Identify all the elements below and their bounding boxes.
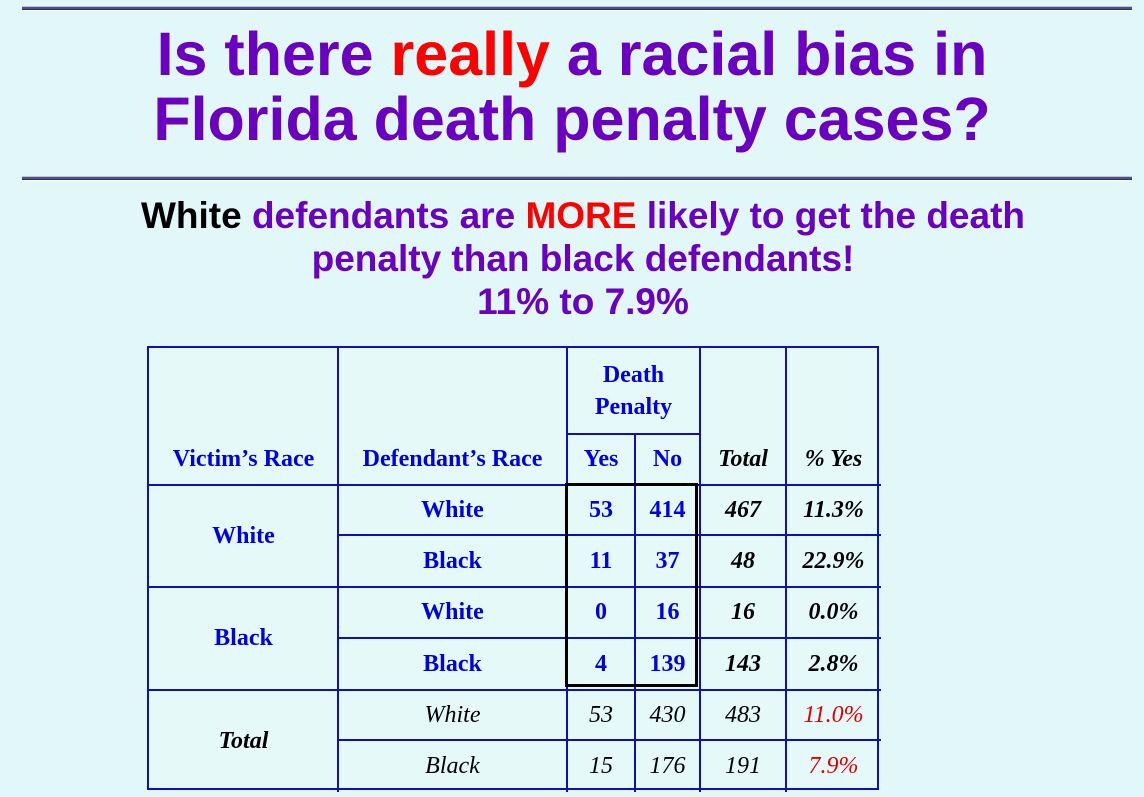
defendant-race-label: Black (423, 650, 482, 677)
subtitle-more: MORE (525, 195, 637, 236)
defendant-race-label: White (421, 496, 484, 523)
yes-count: 11 (589, 547, 613, 574)
subtitle-part1: defendants are (241, 195, 526, 236)
pct-yes-value: 2.8% (808, 650, 859, 677)
title-line2: Florida death penalty cases? (153, 85, 991, 153)
subtitle: White defendants are MORE likely to get … (0, 194, 1144, 323)
row-total: 48 (731, 547, 755, 574)
subtitle-part2: likely to get the death (636, 195, 1026, 236)
highlight-box (565, 483, 698, 687)
no-count: 139 (649, 650, 686, 677)
row-total: 467 (725, 496, 761, 523)
table-vline (634, 434, 636, 792)
data-table: Victim’s Race Defendant’s Race Death Penal… (147, 346, 881, 792)
header-defendants-race: Defendant’s Race (362, 446, 543, 472)
table-vline (337, 348, 339, 792)
yes-count: 4 (595, 650, 607, 677)
yes-count: 53 (589, 496, 613, 523)
defendant-race-label: Black (423, 547, 482, 574)
pct-yes-value: 11.0% (803, 701, 864, 728)
header-yes: Yes (583, 446, 619, 472)
no-count: 414 (649, 496, 686, 523)
table-hline (149, 484, 881, 486)
defendant-race-label: Black (425, 752, 480, 779)
subtitle-line3: 11% to 7.9% (477, 281, 689, 322)
row-total: 143 (725, 650, 761, 677)
pct-yes-value: 0.0% (808, 599, 859, 625)
victim-race-label: Black (214, 625, 273, 651)
header-victims-race: Victim’s Race (172, 446, 315, 472)
victim-race-label: Total (218, 727, 269, 754)
defendant-race-label: White (424, 701, 481, 728)
no-count: 176 (649, 752, 686, 779)
table-hline (149, 586, 881, 588)
table-hline (338, 534, 881, 536)
slide-title: Is there really a racial bias in Florida… (0, 22, 1144, 152)
header-no: No (652, 446, 683, 472)
table-vline (785, 348, 787, 792)
row-total: 16 (731, 599, 755, 625)
yes-count: 15 (589, 752, 613, 779)
yes-count: 53 (589, 701, 613, 728)
pct-yes-value: 22.9% (802, 547, 865, 574)
bottom-rule (22, 176, 1132, 181)
no-count: 16 (655, 599, 680, 625)
title-line1-pre: Is there (156, 20, 391, 88)
defendant-race-label: White (421, 599, 484, 625)
subtitle-white: White (140, 195, 242, 236)
header-total: Total (718, 446, 768, 472)
no-count: 37 (655, 547, 680, 574)
no-count: 430 (649, 701, 686, 728)
title-emphasis: really (390, 20, 550, 88)
table-hline (149, 689, 881, 691)
table-hline (338, 637, 881, 639)
header-pct-yes: % Yes (804, 446, 863, 472)
table-hline (338, 739, 881, 741)
table-hline (567, 433, 700, 435)
yes-count: 0 (595, 599, 607, 625)
row-total: 191 (725, 752, 761, 779)
pct-yes-value: 11.3% (803, 496, 864, 523)
pct-yes-value: 7.9% (808, 752, 859, 779)
victim-race-label: White (212, 522, 275, 549)
header-death-penalty: Death Penalty (594, 362, 673, 420)
subtitle-line2: penalty than black defendants! (311, 238, 855, 279)
row-total: 483 (725, 701, 761, 728)
table-vline (699, 348, 701, 792)
top-rule (22, 6, 1132, 11)
title-line1-post: a racial bias in (549, 20, 988, 88)
